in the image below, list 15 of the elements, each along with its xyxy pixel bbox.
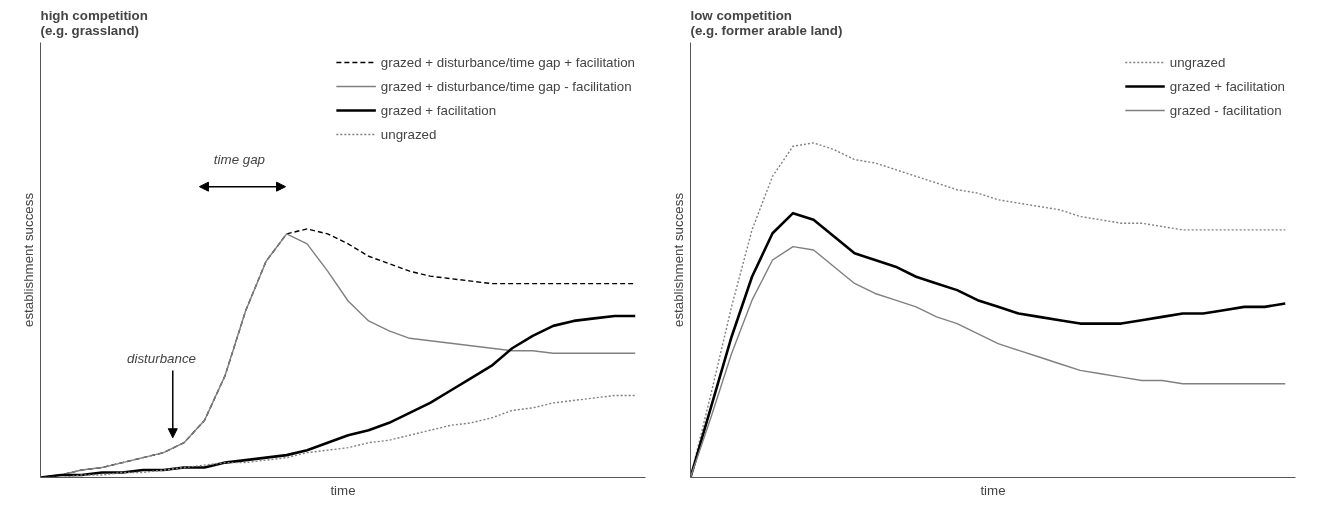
x-axis-title: time bbox=[330, 482, 356, 498]
chart-title: high competition (e.g. grassland) bbox=[40, 7, 148, 38]
legend-label: grazed + disturbance/time gap + facilitation bbox=[380, 54, 635, 70]
legend-label: grazed + facilitation bbox=[1169, 78, 1285, 94]
legend-label: ungrazed bbox=[1169, 54, 1226, 70]
x-axis-title: time bbox=[980, 482, 1006, 498]
chart-title: low competition (e.g. former arable land) bbox=[690, 7, 843, 38]
y-axis-title: establishment success bbox=[670, 192, 686, 328]
y-axis-title: establishment success bbox=[20, 192, 36, 328]
legend-label: ungrazed bbox=[380, 126, 437, 142]
legend-label: grazed + facilitation bbox=[380, 102, 497, 118]
legend-label: grazed + disturbance/time gap - facilitation bbox=[380, 78, 632, 94]
annotation: disturbance bbox=[127, 350, 196, 366]
text: time gap bbox=[213, 151, 265, 167]
legend-label: grazed - facilitation bbox=[1169, 102, 1282, 118]
